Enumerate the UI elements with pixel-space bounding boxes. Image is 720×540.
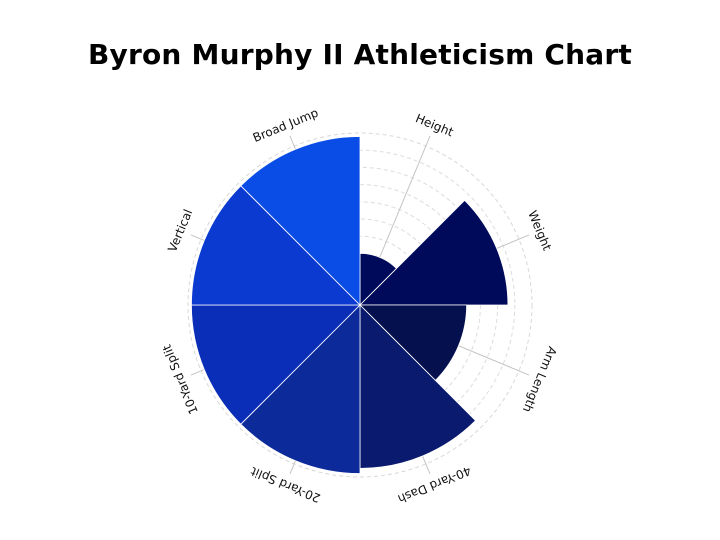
wedge-broad-jump [240, 136, 361, 306]
wedge-arm-length [359, 304, 468, 381]
label-arm-length: Arm Length [520, 344, 560, 414]
label-broad-jump: Broad Jump [251, 106, 321, 146]
chart-title: Byron Murphy II Athleticism Chart [87, 38, 632, 71]
label-20-yard-split: 20-Yard Split [248, 464, 322, 505]
grid-ring [187, 132, 533, 478]
wedge-20-yard-split [240, 304, 361, 474]
label-40-yard-dash: 40-Yard Dash [396, 463, 473, 506]
wedge-10-yard-split [191, 304, 361, 425]
label-weight: Weight [525, 209, 554, 253]
label-vertical: Vertical [165, 207, 195, 254]
wedge-40-yard-dash [359, 304, 477, 469]
wedge-layer [191, 136, 509, 474]
label-height: Height [413, 111, 455, 139]
wedge-vertical [191, 185, 361, 306]
wedge-weight [359, 199, 509, 306]
